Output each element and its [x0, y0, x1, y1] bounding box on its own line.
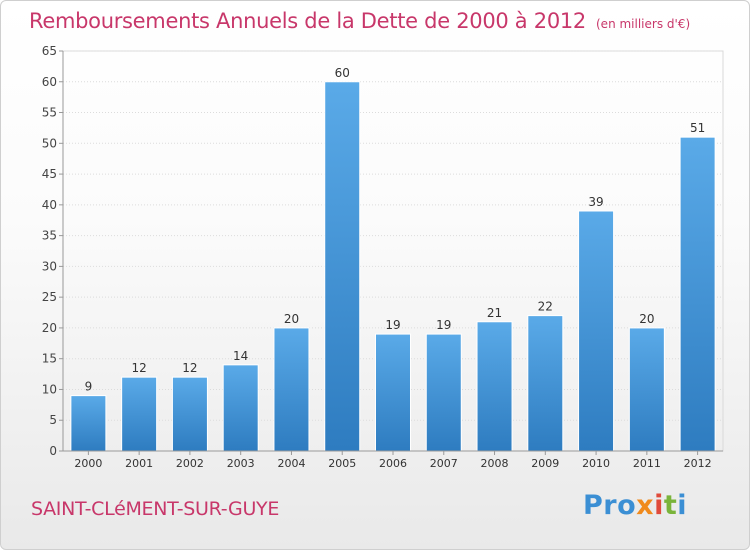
data-label-2006: 19: [385, 318, 400, 332]
data-label-2005: 60: [335, 66, 350, 80]
data-label-2007: 19: [436, 318, 451, 332]
data-label-2009: 22: [538, 300, 553, 314]
data-label-2011: 20: [639, 312, 654, 326]
bar-2006: [375, 333, 411, 452]
y-tick-label: 30: [42, 259, 57, 273]
bars: 9 12 12 14 20 60 19 19 21 22 39 20 51: [70, 66, 716, 452]
bar-2008: [476, 321, 513, 452]
x-tick-label-2004: 2004: [277, 457, 305, 470]
x-tick-label-2009: 2009: [531, 457, 559, 470]
x-tick-label-2006: 2006: [379, 457, 407, 470]
bar-2001: [121, 376, 158, 452]
data-label-2002: 12: [182, 361, 197, 375]
y-tick-label: 5: [49, 413, 57, 427]
y-tick-label: 40: [42, 198, 57, 212]
bar-2010: [578, 210, 615, 452]
y-tick-label: 50: [42, 136, 57, 150]
town-name: SAINT-CLéMENT-SUR-GUYE: [31, 498, 280, 520]
y-tick-label: 65: [42, 44, 57, 58]
x-tick-label-2003: 2003: [227, 457, 255, 470]
y-tick-label: 45: [42, 167, 57, 181]
logo-letters: Pro: [583, 490, 637, 521]
x-tick-label-2007: 2007: [430, 457, 458, 470]
data-label-2003: 14: [233, 349, 248, 363]
bar-2004: [273, 327, 310, 452]
y-tick-label: 15: [42, 352, 57, 366]
bar-2009: [527, 315, 564, 452]
chart-title-text: Remboursements Annuels de la Dette de 20…: [29, 9, 586, 33]
x-axis: 2000 2001 2002 2003 2004 2005 2006 2007 2008 2009…: [63, 450, 723, 470]
x-tick-label-2012: 2012: [684, 457, 712, 470]
logo-letters: t: [663, 490, 678, 521]
logo-letters: x: [636, 490, 655, 521]
chart-subtitle: (en milliers d'€): [596, 17, 691, 31]
y-tick-label: 60: [42, 75, 57, 89]
data-label-2004: 20: [284, 312, 299, 326]
logo-letters: i: [654, 490, 664, 521]
x-tick-label-2002: 2002: [176, 457, 204, 470]
y-tick-label: 10: [42, 382, 57, 396]
data-label-2001: 12: [132, 361, 147, 375]
bar-2011: [628, 327, 665, 452]
y-tick-label: 0: [49, 444, 57, 458]
bar-2003: [222, 364, 259, 452]
x-tick-label-2005: 2005: [328, 457, 356, 470]
y-tick-label: 35: [42, 229, 57, 243]
data-label-2000: 9: [85, 380, 93, 394]
x-tick-label-2011: 2011: [633, 457, 661, 470]
bar-2005: [324, 81, 361, 452]
y-axis: 0 5 10 15 20 25 30 35 40 45 50 55 60 65: [42, 44, 64, 458]
y-tick-label: 20: [42, 321, 57, 335]
data-label-2010: 39: [588, 195, 603, 209]
logo-letters: i: [677, 490, 688, 521]
bar-2012: [679, 136, 716, 452]
x-tick-label-2001: 2001: [125, 457, 153, 470]
bar-2007: [425, 333, 462, 452]
data-label-2012: 51: [690, 121, 705, 135]
x-tick-label-2008: 2008: [481, 457, 509, 470]
bar-2000: [70, 395, 107, 452]
y-tick-label: 25: [42, 290, 57, 304]
data-label-2008: 21: [487, 306, 502, 320]
proxiti-logo[interactable]: Proxiti: [583, 490, 687, 521]
y-tick-label: 55: [42, 106, 57, 120]
x-tick-label-2000: 2000: [74, 457, 102, 470]
x-tick-label-2010: 2010: [582, 457, 610, 470]
bar-2002: [171, 376, 208, 452]
chart-title: Remboursements Annuels de la Dette de 20…: [29, 9, 690, 33]
